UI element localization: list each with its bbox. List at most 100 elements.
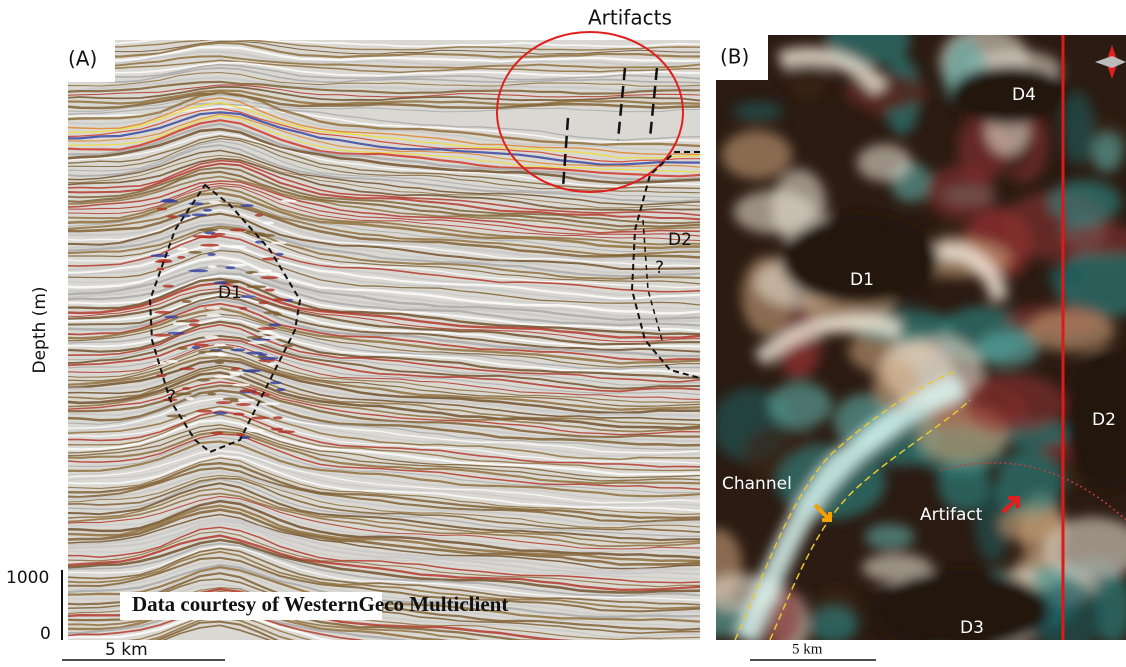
d2-label: D2: [1092, 410, 1116, 430]
question: ?: [655, 258, 664, 278]
chaotic-reflector: [281, 344, 293, 347]
chaotic-reflector: [258, 327, 277, 330]
scale-label: 5 km: [792, 641, 823, 657]
chaotic-reflector: [238, 399, 256, 402]
credit: Data courtesy of WesternGeco Multiclient: [132, 592, 508, 616]
chaotic-reflector: [188, 269, 208, 272]
chaotic-reflector: [203, 209, 212, 212]
blob: [865, 524, 915, 550]
chaotic-reflector: [236, 403, 251, 406]
chaotic-reflector: [173, 322, 190, 325]
chaotic-reflector: [281, 199, 297, 202]
chaotic-reflector: [228, 264, 247, 267]
chaotic-reflector: [261, 402, 281, 405]
channel-label: Channel: [722, 474, 792, 494]
blob: [1047, 180, 1121, 224]
chaotic-reflector: [217, 346, 234, 349]
artifacts-label: Artifacts: [588, 6, 672, 30]
chaotic-reflector: [193, 235, 209, 238]
chaotic-reflector: [230, 228, 246, 231]
chaotic-reflector: [162, 199, 175, 202]
chaotic-reflector: [155, 311, 173, 314]
chaotic-reflector: [177, 256, 185, 259]
chaotic-reflector: [233, 413, 245, 416]
chaotic-reflector: [189, 319, 199, 322]
chaotic-reflector: [204, 336, 219, 339]
chaotic-reflector: [157, 268, 165, 271]
d1-label: D1: [850, 270, 874, 290]
d1-label: D1: [218, 283, 242, 303]
chaotic-reflector: [236, 433, 245, 436]
blob: [1092, 133, 1123, 172]
blob: [733, 190, 815, 234]
blob: [999, 507, 1064, 542]
chaotic-reflector: [264, 289, 274, 292]
d2-label: D2: [668, 230, 692, 250]
chaotic-reflector: [189, 323, 201, 326]
chaotic-reflector: [153, 362, 166, 365]
chaotic-reflector: [227, 245, 247, 248]
chaotic-reflector: [200, 244, 219, 247]
axis-label: Depth (m): [30, 286, 50, 373]
chaotic-reflector: [258, 301, 268, 304]
blob: [926, 166, 994, 218]
chaotic-reflector: [223, 398, 239, 401]
chaotic-reflector: [240, 389, 257, 392]
chaotic-reflector: [241, 204, 254, 207]
chaotic-reflector: [269, 273, 282, 276]
dark-body: [780, 215, 940, 305]
chaotic-reflector: [206, 314, 221, 317]
blob: [857, 144, 912, 181]
chaotic-reflector: [225, 266, 235, 269]
blob: [963, 374, 1066, 433]
chaotic-reflector: [255, 214, 263, 217]
chaotic-reflector: [258, 269, 272, 272]
chaotic-reflector: [192, 213, 207, 216]
chaotic-reflector: [196, 410, 212, 413]
scale-label: 5 km: [105, 640, 148, 660]
blob: [733, 101, 784, 122]
blob: [1048, 265, 1085, 286]
chaotic-reflector: [207, 393, 216, 396]
chaotic-reflector: [259, 331, 274, 334]
chaotic-reflector: [258, 353, 267, 356]
chaotic-reflector: [275, 253, 283, 256]
chaotic-reflector: [185, 397, 194, 400]
chaotic-reflector: [242, 369, 261, 372]
chaotic-reflector: [177, 248, 188, 251]
chaotic-reflector: [177, 347, 188, 350]
chaotic-reflector: [166, 360, 179, 363]
chaotic-reflector: [174, 392, 192, 395]
chaotic-reflector: [240, 295, 255, 298]
chaotic-reflector: [198, 228, 218, 231]
chaotic-reflector: [271, 428, 283, 431]
chaotic-reflector: [166, 414, 186, 417]
chaotic-reflector: [252, 273, 268, 276]
chaotic-reflector: [261, 336, 280, 339]
chaotic-reflector: [188, 251, 202, 254]
chaotic-reflector: [277, 430, 295, 433]
chaotic-reflector: [214, 343, 227, 346]
chaotic-reflector: [179, 367, 194, 370]
chaotic-reflector: [269, 323, 282, 326]
chaotic-reflector: [167, 215, 178, 218]
chaotic-reflector: [205, 307, 220, 310]
chaotic-reflector: [212, 246, 220, 249]
chaotic-reflector: [153, 334, 172, 337]
chaotic-reflector: [231, 348, 245, 351]
chaotic-reflector: [239, 307, 247, 310]
chaotic-reflector: [260, 276, 278, 279]
chaotic-reflector: [263, 311, 279, 314]
chaotic-reflector: [231, 367, 240, 370]
chaotic-reflector: [156, 207, 167, 210]
chaotic-reflector: [162, 285, 174, 288]
chaotic-reflector: [259, 357, 278, 360]
chaotic-reflector: [213, 412, 228, 415]
chaotic-reflector: [197, 379, 210, 382]
chaotic-reflector: [211, 233, 226, 236]
chaotic-reflector: [217, 354, 228, 357]
chaotic-reflector: [207, 253, 216, 256]
blob: [809, 606, 858, 643]
depth-label: 0: [40, 624, 51, 644]
chaotic-reflector: [251, 416, 269, 419]
